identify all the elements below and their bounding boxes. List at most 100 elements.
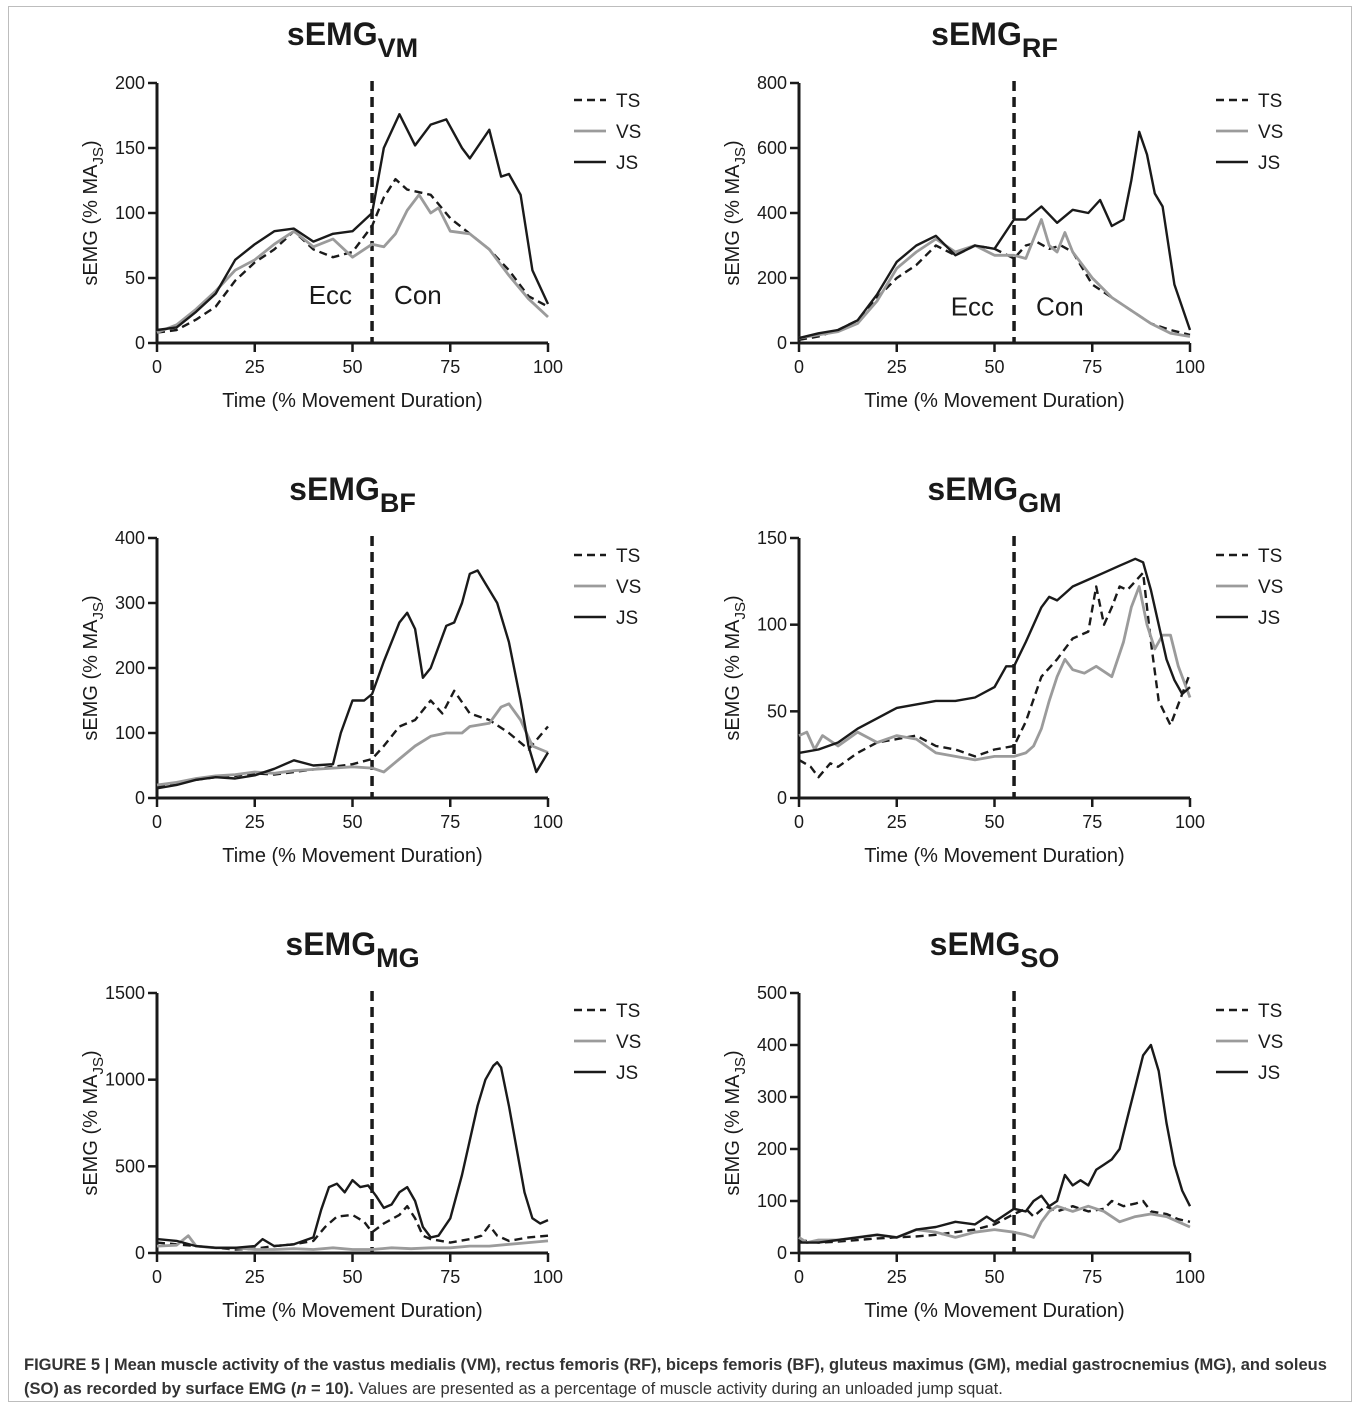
x-axis-label: Time (% Movement Duration) (864, 845, 1124, 867)
legend-label-ts: TS (1258, 91, 1282, 112)
y-tick-label: 0 (777, 333, 787, 353)
series-line-js (798, 130, 1192, 340)
figure-frame (8, 6, 1352, 1402)
phase-label-con: Con (1036, 291, 1084, 321)
legend-label-ts: TS (616, 546, 640, 567)
chart-title: sEMGMG (285, 926, 419, 973)
x-tick-label: 50 (342, 357, 362, 377)
legend-label-js: JS (1258, 153, 1280, 174)
x-tick-label: 25 (245, 1267, 265, 1287)
x-tick-label: 50 (984, 1267, 1004, 1287)
y-tick-label: 0 (135, 788, 145, 808)
legend-label-js: JS (1258, 1063, 1280, 1084)
chart-vm: sEMGVM 0 50 100 150 200 0 25 50 75 100 Time (% Move… (80, 16, 641, 412)
x-tick-label: 75 (440, 812, 460, 832)
caption-bold-n: n (296, 1380, 307, 1398)
y-axis-label-sub: JS (90, 1057, 107, 1075)
y-tick-label: 0 (135, 1243, 145, 1263)
x-tick-label: 0 (152, 357, 162, 377)
y-tick-label: 0 (777, 1243, 787, 1263)
y-axis-label-main: sEMG (% MA (80, 1074, 102, 1196)
series-line-vs (156, 702, 549, 787)
x-tick-label: 100 (1175, 812, 1205, 832)
y-axis-label-sub: JS (90, 147, 107, 165)
figure-caption: FIGURE 5 | Mean muscle activity of the v… (24, 1353, 1344, 1401)
y-tick-label: 400 (115, 528, 145, 548)
x-tick-label: 0 (794, 1267, 804, 1287)
y-tick-label: 100 (115, 203, 145, 223)
chart-title-main: sEMG (287, 16, 378, 52)
series-line-ts (798, 1199, 1191, 1244)
legend-label-vs: VS (616, 577, 641, 598)
y-tick-label: 200 (115, 73, 145, 93)
x-axis-label: Time (% Movement Duration) (222, 1300, 482, 1322)
y-axis-label: sEMG (% MAJS) (80, 140, 107, 285)
y-tick-label: 400 (757, 1035, 787, 1055)
chart-title-main: sEMG (289, 471, 380, 507)
y-tick-label: 50 (125, 268, 145, 288)
x-tick-label: 75 (1082, 1267, 1102, 1287)
y-tick-label: 50 (767, 701, 787, 721)
y-axis-label-sub: JS (732, 147, 749, 165)
chart-title: sEMGRF (931, 16, 1058, 63)
series-line-js (156, 113, 550, 332)
x-axis-label: Time (% Movement Duration) (222, 845, 482, 867)
legend-label-js: JS (616, 1063, 638, 1084)
legend-label-vs: VS (1258, 1032, 1283, 1053)
chart-title: sEMGBF (289, 471, 416, 518)
x-axis-label: Time (% Movement Duration) (864, 390, 1124, 412)
series-line-ts (156, 1205, 549, 1251)
phase-label-ecc: Ecc (309, 280, 352, 310)
y-axis-label-end: ) (80, 595, 102, 602)
legend-label-js: JS (1258, 608, 1280, 629)
x-tick-label: 100 (1175, 357, 1205, 377)
x-tick-label: 25 (245, 357, 265, 377)
chart-title-main: sEMG (931, 16, 1022, 52)
y-tick-label: 200 (757, 1139, 787, 1159)
series-line-ts (798, 241, 1191, 341)
legend-label-ts: TS (616, 91, 640, 112)
x-tick-label: 25 (245, 812, 265, 832)
chart-title: sEMGGM (927, 471, 1061, 518)
chart-title-sub: BF (380, 488, 416, 518)
legend-label-vs: VS (616, 1032, 641, 1053)
legend-label-js: JS (616, 153, 638, 174)
x-tick-label: 100 (533, 1267, 563, 1287)
y-axis-label: sEMG (% MAJS) (722, 140, 749, 285)
x-tick-label: 50 (342, 1267, 362, 1287)
series-line-js (156, 569, 550, 790)
x-tick-label: 75 (440, 357, 460, 377)
series-line-vs (156, 193, 549, 334)
y-tick-label: 0 (777, 788, 787, 808)
x-tick-label: 0 (152, 1267, 162, 1287)
chart-bf: sEMGBF 0 100 200 300 400 0 25 50 75 100 Time (% Mov… (80, 471, 641, 867)
chart-title-main: sEMG (285, 926, 376, 962)
y-axis-label-main: sEMG (% MA (722, 1074, 744, 1196)
y-tick-label: 0 (135, 333, 145, 353)
caption-rest: Values are presented as a percentage of … (353, 1380, 1003, 1398)
y-tick-label: 150 (757, 528, 787, 548)
x-tick-label: 25 (887, 812, 907, 832)
legend-label-ts: TS (1258, 1001, 1282, 1022)
x-tick-label: 100 (1175, 1267, 1205, 1287)
chart-title-main: sEMG (930, 926, 1021, 962)
legend-label-ts: TS (616, 1001, 640, 1022)
series-line-ts (156, 689, 549, 788)
x-tick-label: 100 (533, 812, 563, 832)
y-tick-label: 300 (115, 593, 145, 613)
y-axis-label-end: ) (80, 140, 102, 147)
x-axis-label: Time (% Movement Duration) (864, 1300, 1124, 1322)
series-line-js (798, 557, 1191, 755)
x-tick-label: 50 (984, 357, 1004, 377)
chart-title-main: sEMG (927, 471, 1018, 507)
y-axis-label-main: sEMG (% MA (722, 619, 744, 741)
series-line-js (156, 1061, 549, 1249)
y-tick-label: 1000 (105, 1070, 145, 1090)
y-axis-label: sEMG (% MAJS) (80, 595, 107, 740)
legend-label-vs: VS (1258, 577, 1283, 598)
y-tick-label: 100 (757, 615, 787, 635)
chart-so: sEMGSO 0 100 200 300 400 500 0 25 50 75 100 Time (% … (722, 926, 1283, 1322)
y-axis-label-main: sEMG (% MA (80, 164, 102, 286)
